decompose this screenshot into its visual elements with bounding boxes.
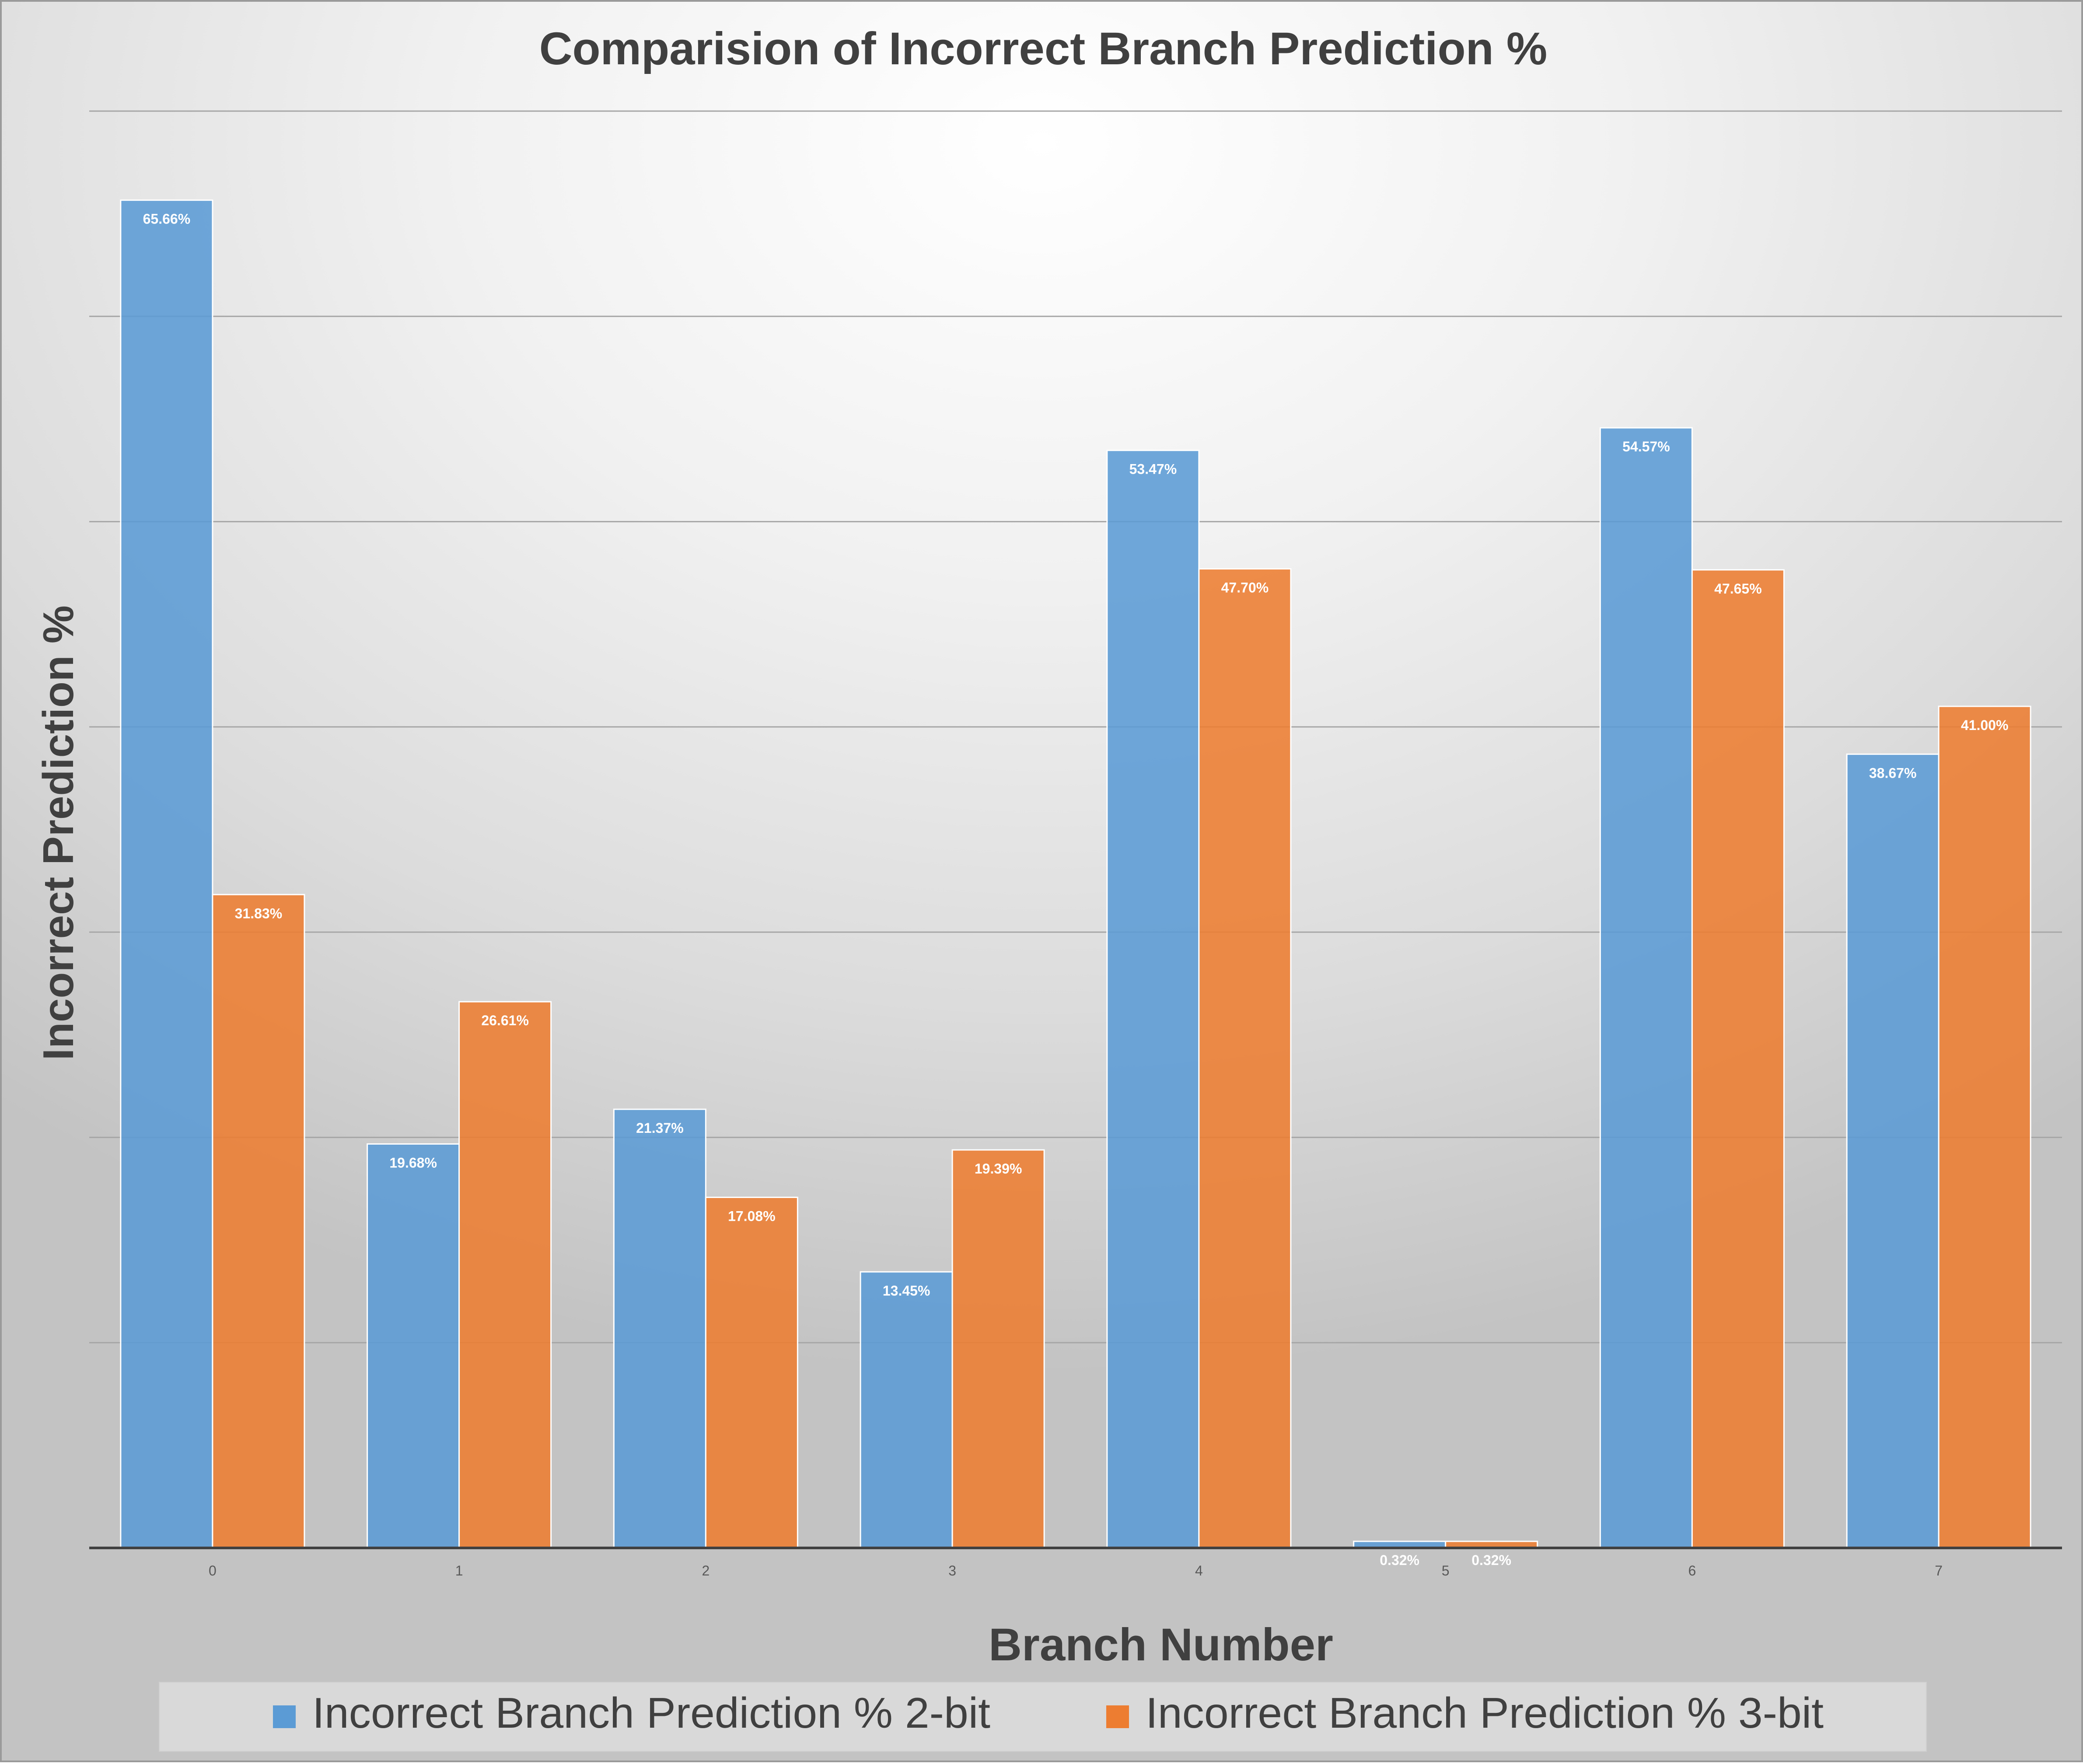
data-label: 21.37%: [636, 1120, 684, 1136]
legend-label-3bit: Incorrect Branch Prediction % 3-bit: [1146, 1689, 1824, 1737]
bar-3bit-7: [1938, 706, 2031, 1549]
bar-2bit-2: [613, 1108, 706, 1549]
data-label: 65.66%: [143, 211, 191, 227]
bar-2bit-7: [1846, 753, 1940, 1549]
bar-2bit-4: [1106, 450, 1200, 1549]
legend-swatch-2bit: [273, 1705, 296, 1728]
x-axis-label: Branch Number: [989, 1619, 1333, 1670]
legend-label-2bit: Incorrect Branch Prediction % 2-bit: [312, 1689, 990, 1737]
x-tick-label: 4: [1195, 1563, 1203, 1579]
bar-3bit-2: [705, 1196, 798, 1549]
bar-2bit-3: [860, 1271, 953, 1549]
data-label: 26.61%: [481, 1013, 529, 1028]
data-label: 31.83%: [235, 905, 283, 921]
legend: Incorrect Branch Prediction % 2-bit Incor…: [273, 1689, 1824, 1737]
data-label: 0.32%: [1380, 1552, 1419, 1568]
data-label: 47.70%: [1221, 580, 1269, 596]
bars: [120, 199, 2031, 1549]
x-tick-label: 5: [1442, 1563, 1450, 1579]
x-tick-label: 1: [455, 1563, 463, 1579]
legend-swatch-3bit: [1106, 1705, 1129, 1728]
x-tick-label: 6: [1688, 1563, 1696, 1579]
gridlines: [89, 110, 2062, 1344]
bar-3bit-1: [458, 1001, 552, 1549]
data-label: 0.32%: [1471, 1552, 1511, 1568]
data-label: 53.47%: [1129, 461, 1177, 477]
x-tick-label: 0: [209, 1563, 217, 1579]
bar-3bit-4: [1198, 568, 1292, 1549]
data-label: 47.65%: [1714, 581, 1762, 597]
data-label: 19.39%: [975, 1161, 1022, 1177]
bar-2bit-0: [120, 199, 213, 1549]
bar-2bit-6: [1599, 427, 1693, 1549]
bar-3bit-0: [212, 894, 305, 1549]
x-tick-labels: 0 1 2 3 4 5 6 7: [209, 1563, 1943, 1579]
x-tick-label: 3: [948, 1563, 956, 1579]
bar-3bit-6: [1691, 569, 1785, 1549]
y-axis-label: Incorrect Prediction %: [34, 605, 82, 1060]
data-label: 17.08%: [728, 1208, 776, 1224]
data-label: 54.57%: [1622, 439, 1670, 454]
chart-title: Comparision of Incorrect Branch Predicti…: [539, 23, 1548, 74]
legend-box: [159, 1682, 1927, 1752]
x-tick-label: 7: [1935, 1563, 1943, 1579]
data-label: 13.45%: [883, 1283, 930, 1299]
bar-2bit-1: [367, 1143, 460, 1549]
bar-3bit-3: [951, 1149, 1045, 1549]
data-labels: 65.66% 31.83% 19.68% 26.61% 21.37% 17.08% 13.4…: [143, 211, 2009, 1568]
data-label: 38.67%: [1869, 765, 1917, 781]
data-label: 19.68%: [389, 1155, 437, 1170]
x-tick-label: 2: [702, 1563, 709, 1579]
data-label: 41.00%: [1961, 717, 2009, 733]
